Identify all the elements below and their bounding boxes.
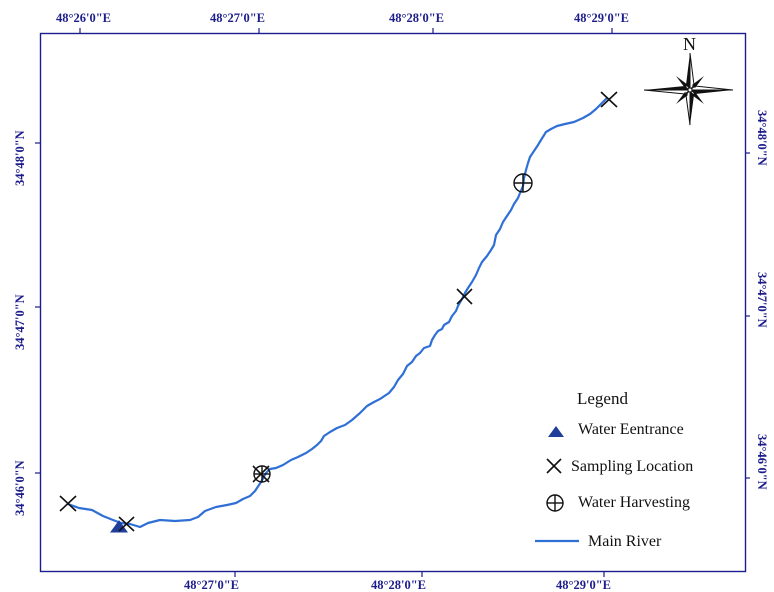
sampling-location-marker [600, 91, 618, 108]
main-river-line [66, 96, 609, 529]
water-harvesting-marker [513, 173, 533, 193]
legend: Legend Water Eentrance Sampling Location… [535, 389, 693, 550]
sampling-location-marker [118, 516, 135, 532]
north-arrow: N [643, 34, 734, 126]
top-longitude-label: 48°27'0"E [210, 11, 265, 25]
top-longitude-label: 48°28'0"E [389, 11, 444, 25]
top-longitude-label: 48°29'0"E [574, 11, 629, 25]
legend-label-water-entrance: Water Eentrance [578, 421, 684, 438]
map-ticks [35, 28, 750, 577]
circle-plus-icon [546, 494, 564, 512]
left-latitude-label: 34°46'0"N [13, 460, 27, 516]
left-latitude-label: 34°48'0"N [13, 130, 27, 186]
right-latitude-label: 34°48'0"N [755, 110, 769, 166]
bottom-longitude-label: 48°29'0"E [556, 578, 611, 592]
triangle-icon [548, 426, 564, 437]
bottom-longitude-label: 48°28'0"E [371, 578, 426, 592]
sampling-location-marker [59, 495, 77, 512]
bottom-longitude-label: 48°27'0"E [184, 578, 239, 592]
right-latitude-label: 34°46'0"N [755, 434, 769, 490]
north-label: N [683, 34, 696, 54]
legend-label-water-harvesting: Water Harvesting [578, 494, 690, 511]
compass-rose-icon [643, 52, 734, 126]
sampling-location-marker [456, 288, 473, 305]
legend-label-sampling-location: Sampling Location [571, 458, 693, 475]
left-latitude-label: 34°47'0"N [13, 294, 27, 350]
top-longitude-label: 48°26'0"E [56, 11, 111, 25]
right-latitude-label: 34°47'0"N [755, 272, 769, 328]
legend-title: Legend [577, 389, 628, 408]
map-frame [39, 32, 747, 573]
legend-label-main-river: Main River [588, 533, 662, 550]
x-mark-icon [546, 458, 562, 474]
water-harvesting-marker [253, 465, 271, 483]
